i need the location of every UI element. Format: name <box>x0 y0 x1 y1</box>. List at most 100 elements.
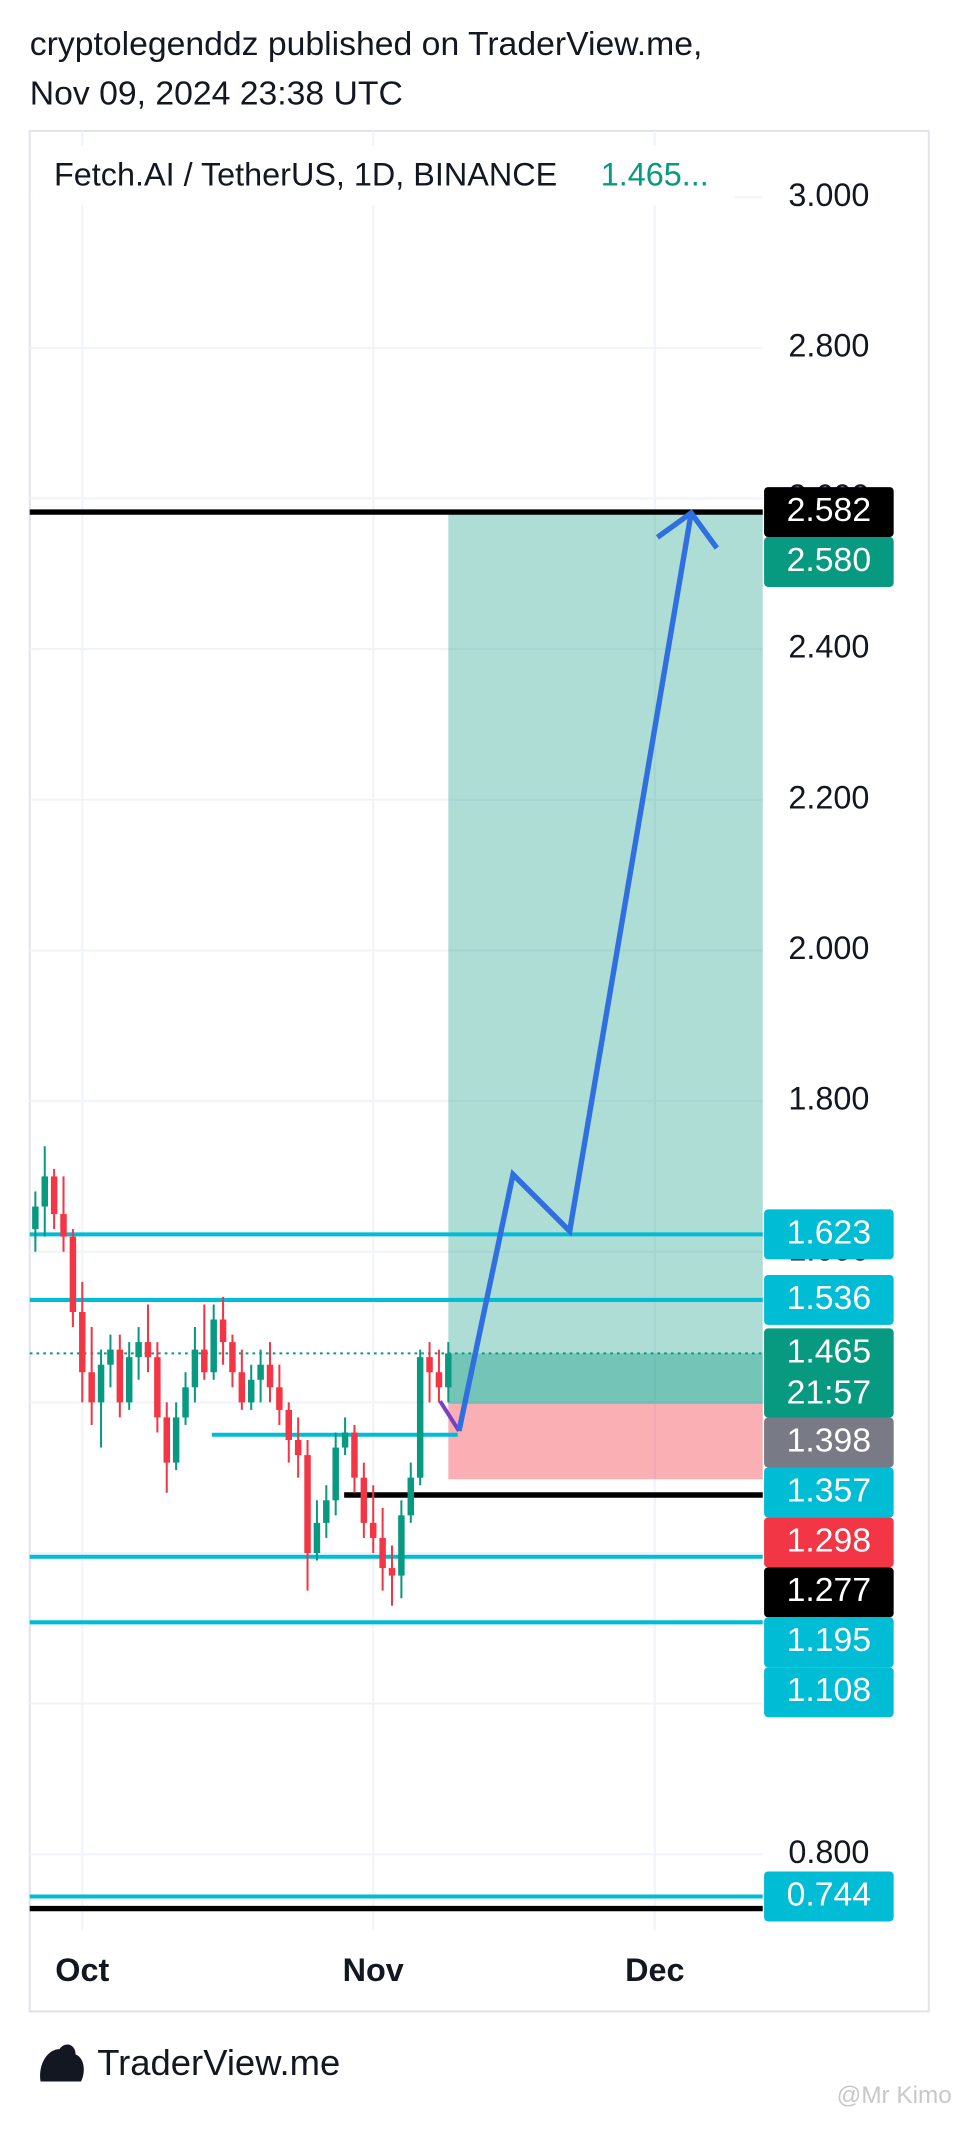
candle-body <box>229 1342 236 1373</box>
price-label: 0.744 <box>787 1875 871 1913</box>
price-label: 1.195 <box>787 1621 871 1659</box>
price-label: 1.108 <box>787 1671 871 1709</box>
candle-body <box>435 1372 443 1388</box>
candle-body <box>32 1206 39 1230</box>
brand-logo <box>40 2044 84 2082</box>
price-label: 2.582 <box>787 491 871 529</box>
author-line: cryptolegenddz published on TraderView.m… <box>30 25 703 63</box>
candle-body <box>191 1349 199 1388</box>
countdown-label: 21:57 <box>787 1373 871 1411</box>
legend-value: 1.465... <box>601 156 709 192</box>
y-tick-label: 2.200 <box>788 779 869 815</box>
candle-body <box>351 1432 358 1478</box>
candle-body <box>369 1522 377 1538</box>
x-tick-label: Nov <box>343 1952 404 1988</box>
target-zone <box>448 513 763 1404</box>
chart-title: Fetch.AI / TetherUS, 1D, BINANCE <box>54 156 557 192</box>
candle-body <box>360 1477 368 1523</box>
candle-body <box>257 1364 264 1380</box>
candle-body <box>398 1515 405 1576</box>
price-label: 1.357 <box>787 1471 871 1509</box>
price-label-bg <box>764 1617 894 1668</box>
candle-body <box>332 1447 339 1501</box>
candle-body <box>79 1311 86 1373</box>
candle-body <box>266 1364 274 1388</box>
candle-body <box>144 1342 152 1358</box>
candle-body <box>125 1357 133 1403</box>
candle-body <box>97 1364 105 1403</box>
candle-body <box>276 1387 283 1410</box>
candle-body <box>60 1214 67 1237</box>
title-bg <box>32 145 735 206</box>
candle-body <box>247 1379 255 1403</box>
candle-body <box>238 1372 246 1403</box>
price-label-bg <box>764 1328 894 1418</box>
candle-body <box>116 1349 124 1403</box>
stop-zone <box>448 1403 763 1480</box>
candle-body <box>107 1349 114 1365</box>
candle-body <box>294 1440 302 1456</box>
candles <box>32 1146 452 1606</box>
price-label-bg <box>764 487 894 538</box>
candle-body <box>50 1176 58 1215</box>
x-tick-label: Oct <box>55 1952 109 1988</box>
arrow-head <box>655 509 720 550</box>
x-tick-label: Dec <box>625 1952 684 1988</box>
price-label-bg <box>764 1567 894 1618</box>
candle-body <box>41 1176 48 1207</box>
price-label-bg <box>764 1871 894 1922</box>
price-label-bg <box>764 1667 894 1718</box>
price-label: 1.623 <box>787 1213 871 1251</box>
candle-body <box>313 1522 321 1554</box>
price-label-bg <box>764 537 894 587</box>
candle-body <box>304 1455 311 1554</box>
y-tick-label: 0.800 <box>788 1834 869 1870</box>
candle-body <box>163 1417 170 1463</box>
arrow-path <box>456 512 694 1432</box>
price-label: 1.277 <box>787 1571 871 1609</box>
price-label-bg <box>764 1517 894 1568</box>
price-label-bg <box>764 1467 894 1518</box>
date-line: Nov 09, 2024 23:38 UTC <box>30 75 403 113</box>
price-label-bg <box>764 1274 894 1325</box>
position-zones <box>448 513 763 1480</box>
candle-body <box>379 1537 386 1569</box>
candle-body <box>210 1319 217 1373</box>
candle-body <box>154 1357 161 1418</box>
y-tick-label: 1.800 <box>788 1081 869 1117</box>
candle-body <box>323 1500 330 1523</box>
price-label: 1.398 <box>787 1421 871 1459</box>
y-tick-label: 2.000 <box>788 930 869 966</box>
y-tick-label: 2.400 <box>788 629 869 665</box>
price-lines <box>29 509 763 1912</box>
price-label: 2.580 <box>787 541 871 579</box>
candle-body <box>285 1409 293 1441</box>
candle-body <box>88 1372 95 1403</box>
candle-body <box>388 1568 396 1576</box>
price-label: 1.536 <box>787 1279 871 1317</box>
candle-body <box>69 1236 77 1312</box>
price-label: 1.465 <box>787 1332 871 1370</box>
price-label: 1.298 <box>787 1521 871 1559</box>
brand-name: TraderView.me <box>97 2042 340 2083</box>
y-tick-label: 2.800 <box>788 327 869 363</box>
watermark: @Mr Kimo <box>837 2082 952 2109</box>
grid <box>29 130 763 1931</box>
candle-body <box>407 1477 415 1516</box>
forecast-arrow <box>438 509 720 1432</box>
open-profit-zone <box>448 1353 763 1404</box>
candle-body <box>182 1387 189 1418</box>
price-label-bg <box>764 1209 894 1260</box>
candle-body <box>219 1319 227 1343</box>
candle-body <box>135 1342 142 1358</box>
y-tick-label: 3.000 <box>788 177 869 213</box>
price-label-bg <box>764 1417 894 1468</box>
candle-body <box>341 1432 349 1448</box>
arrow-small <box>438 1400 461 1432</box>
candle-body <box>201 1349 208 1373</box>
candle-body <box>445 1353 452 1388</box>
candle-body <box>416 1357 424 1478</box>
